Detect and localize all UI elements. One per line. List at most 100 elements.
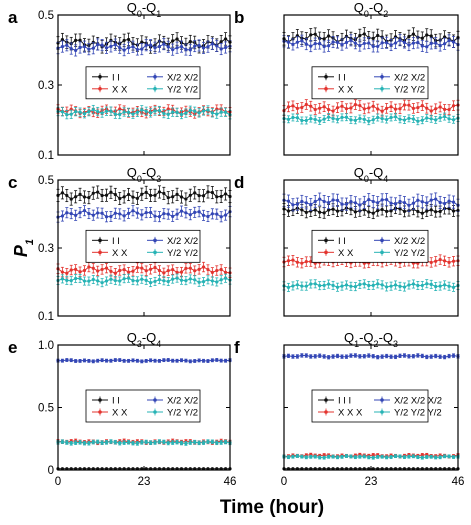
data-point	[451, 200, 456, 204]
data-point	[210, 279, 214, 283]
data-point	[358, 33, 362, 38]
data-point	[389, 455, 393, 459]
data-point	[300, 118, 304, 123]
data-point	[398, 354, 402, 358]
data-point	[367, 198, 371, 202]
data-point	[118, 46, 122, 50]
data-point	[286, 117, 291, 121]
title-part: 3	[137, 339, 142, 349]
data-point	[171, 440, 175, 445]
data-point	[344, 454, 349, 458]
data-point	[420, 118, 424, 122]
legend-label: X X	[112, 84, 128, 95]
data-point	[100, 358, 104, 362]
data-point	[451, 40, 456, 44]
data-point	[291, 42, 295, 47]
data-point	[153, 46, 157, 50]
data-point	[215, 268, 219, 273]
data-point	[135, 110, 139, 114]
data-point	[188, 193, 192, 197]
series-Y2Y2	[56, 273, 232, 288]
data-point	[100, 43, 104, 47]
data-point	[65, 113, 69, 117]
data-point	[166, 107, 170, 111]
data-point	[443, 454, 447, 458]
data-point	[327, 208, 331, 212]
legend-marker	[380, 410, 384, 414]
data-point	[295, 260, 299, 264]
data-point	[318, 41, 322, 46]
data-point	[411, 106, 415, 110]
data-point	[188, 359, 192, 363]
series-Y2Y2	[282, 279, 460, 292]
data-point	[434, 41, 438, 45]
legend-label: Y/2 Y/2	[394, 84, 425, 95]
data-point	[420, 44, 424, 48]
data-point	[380, 283, 384, 287]
data-point	[201, 441, 206, 445]
data-point	[434, 107, 438, 111]
data-point	[87, 441, 91, 445]
y-tick-label: 0.1	[38, 150, 54, 162]
data-point	[367, 455, 371, 459]
data-point	[331, 283, 335, 288]
data-point	[411, 117, 415, 121]
data-point	[149, 210, 153, 215]
data-point	[443, 355, 447, 359]
data-point	[82, 112, 87, 116]
data-point	[309, 44, 313, 48]
data-point	[175, 46, 179, 50]
data-point	[118, 112, 122, 117]
data-point	[335, 198, 340, 202]
title-part: 1	[156, 9, 161, 19]
data-point	[304, 118, 308, 123]
series-Y2Y2	[56, 439, 232, 446]
data-point	[438, 116, 442, 120]
legend: I I X/2 X/2 X X Y/2 Y/2	[85, 229, 201, 263]
data-point	[197, 358, 201, 363]
data-point	[451, 259, 456, 263]
legend-marker	[153, 398, 157, 402]
series-line	[283, 33, 459, 43]
data-point	[118, 268, 122, 273]
data-point	[295, 106, 299, 110]
data-point	[300, 199, 304, 204]
data-point	[327, 107, 331, 112]
data-point	[300, 261, 304, 265]
data-point	[438, 284, 442, 288]
data-point	[166, 358, 170, 362]
data-point	[188, 48, 192, 52]
data-point	[74, 276, 78, 281]
data-point	[322, 283, 326, 288]
y-tick-label: 0.5	[38, 175, 54, 187]
data-point	[171, 110, 175, 114]
panel-letter: e	[8, 338, 17, 357]
data-point	[389, 355, 393, 359]
data-point	[100, 441, 104, 445]
data-point	[451, 118, 456, 122]
data-point	[166, 212, 170, 216]
data-point	[175, 270, 179, 274]
legend-label: X/2 X/2	[394, 236, 425, 247]
legend-label: Y/2 Y/2	[167, 408, 198, 419]
data-point	[104, 266, 109, 270]
data-point	[411, 32, 415, 36]
data-point	[300, 39, 304, 43]
data-point	[371, 354, 375, 358]
x-tick-label: 0	[55, 476, 61, 488]
data-point	[295, 283, 299, 287]
data-point	[184, 47, 188, 52]
panel-title: Q0-Q3	[127, 165, 162, 184]
data-point	[126, 270, 131, 274]
data-point	[438, 200, 442, 205]
data-point	[447, 38, 451, 43]
panel-e: e Q3-Q4 0 0.5 1.0 0 23 46 I I X/2 X/2 X X Y/2 Y/2	[8, 330, 236, 488]
data-point	[135, 441, 139, 445]
data-point	[140, 277, 144, 281]
data-point	[113, 112, 117, 116]
title-part: -Q	[369, 165, 383, 180]
series-line	[283, 198, 459, 206]
data-point	[291, 115, 295, 120]
legend-label: I I I	[338, 396, 351, 407]
